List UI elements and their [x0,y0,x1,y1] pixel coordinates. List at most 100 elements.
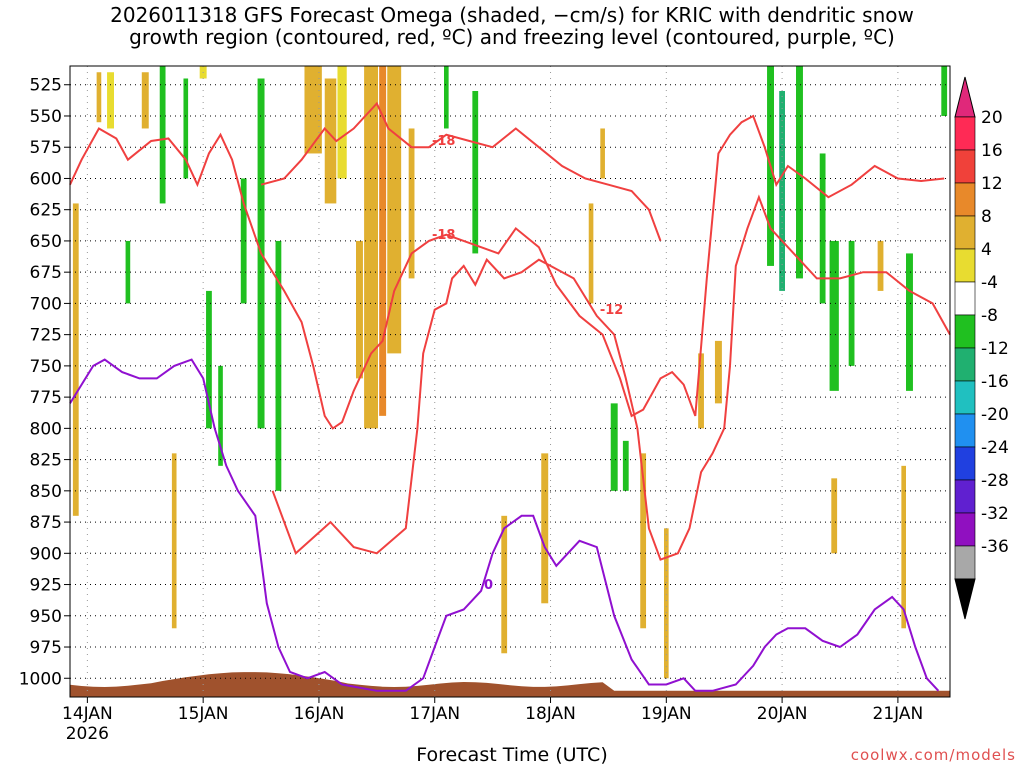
omega-shade-24 [588,203,594,304]
omega-shade-40 [941,66,948,116]
colorbar-label-8: 8 [981,207,992,227]
x-tick-sublabel-14JAN: 2026 [66,724,109,744]
omega-shade-25 [600,128,605,179]
omega-shade-31 [714,340,722,404]
omega-shade-33 [779,90,785,291]
y-tick-label-675: 675 [30,263,62,283]
colorbar-swatch-1 [954,149,976,184]
colorbar-swatch-12 [954,512,976,547]
contour-label-3: 0 [484,578,493,593]
omega-shade-30 [698,353,704,429]
omega-shade-1 [107,72,114,129]
terrain [70,672,950,697]
omega-shade-43 [541,453,549,604]
omega-shade-27 [622,440,629,491]
omega-shade-39 [906,253,913,391]
contour-0 [69,114,945,430]
omega-shade-35 [819,153,826,304]
colorbar-label--12: -12 [981,339,1009,359]
y-tick-label-550: 550 [30,107,62,127]
y-tick-label-975: 975 [30,638,62,658]
x-axis-label: Forecast Time (UTC) [416,744,608,766]
colorbar-swatch-4 [954,248,976,283]
y-tick-label-525: 525 [30,76,62,96]
contour-3 [69,358,940,692]
y-axis-ticks: 525 550 575 600 625 650 675 700 725 750 775 800 825 8… [19,76,70,689]
contour-2 [271,194,951,561]
x-tick-label-19JAN: 19JAN [641,704,692,724]
colorbar-swatch-5 [954,281,976,316]
omega-shade-42 [901,465,906,629]
omega-shade-21 [408,128,415,279]
y-tick-label-725: 725 [30,326,62,346]
x-tick-label-20JAN: 20JAN [757,704,808,724]
colorbar-label--16: -16 [981,372,1009,392]
contour-label-1: -18 [432,134,456,149]
colorbar: 20 16 12 8 4 -4 -8 -12 -16 -20 -24 -28 -32 -36 [954,76,1009,620]
colorbar-swatch-3 [954,215,976,250]
colorbar-swatch-0 [954,116,976,151]
plot-area: -18 -18 -12 0 [69,65,951,698]
colorbar-bottom-arrow [954,578,976,620]
colorbar-label--20: -20 [981,405,1009,425]
colorbar-top-arrow [954,76,976,118]
y-tick-label-775: 775 [30,388,62,408]
colorbar-label--24: -24 [981,438,1009,458]
y-tick-label-875: 875 [30,513,62,533]
y-tick-label-850: 850 [30,482,62,502]
y-tick-label-625: 625 [30,201,62,221]
x-tick-label-17JAN: 17JAN [409,704,460,724]
omega-shade-15 [324,78,337,204]
omega-shade-17 [356,240,363,379]
omega-shade-4 [125,240,131,304]
x-tick-label-16JAN: 16JAN [294,704,345,724]
colorbar-label--4: -4 [981,273,998,293]
omega-shade-3 [72,203,79,516]
omega-shade-19 [379,66,387,416]
omega-shade-23 [472,90,479,254]
colorbar-swatch-7 [954,347,976,382]
colorbar-swatch-11 [954,479,976,514]
colorbar-swatch-2 [954,182,976,217]
colorbar-label--28: -28 [981,471,1009,491]
colorbar-swatch-8 [954,380,976,415]
chart-title-line-2: growth region (contoured, red, ºC) and f… [129,25,895,49]
contour-label-2: -12 [600,303,624,318]
omega-shade-22 [444,66,449,129]
omega-shade-6 [183,78,189,179]
colorbar-swatch-9 [954,413,976,448]
omega-shade-18 [364,66,378,429]
y-tick-label-750: 750 [30,357,62,377]
colorbar-swatch-10 [954,446,976,481]
y-tick-label-700: 700 [30,294,62,314]
y-tick-label-950: 950 [30,607,62,627]
omega-shade-26 [610,403,618,491]
omega-shade-44 [501,515,508,654]
omega-shade-5 [159,66,166,204]
omega-shade-10 [240,178,247,304]
omega-shade-28 [640,453,647,629]
contour-label-0: -18 [432,228,456,243]
omega-shade-8 [206,290,212,429]
y-tick-label-650: 650 [30,232,62,252]
colorbar-label--32: -32 [981,504,1009,524]
colorbar-swatch-6 [954,314,976,349]
colorbar-label--8: -8 [981,306,998,326]
y-tick-label-825: 825 [30,451,62,471]
omega-shade-9 [218,365,223,466]
y-tick-label-600: 600 [30,169,62,189]
y-tick-label-925: 925 [30,576,62,596]
omega-shade-0 [96,72,102,123]
x-tick-label-18JAN: 18JAN [525,704,576,724]
colorbar-label--36: -36 [981,537,1009,557]
x-tick-label-14JAN: 14JAN [62,704,113,724]
credit-link[interactable]: coolwx.com/models [850,746,1016,764]
y-tick-label-575: 575 [30,138,62,158]
omega-shade-29 [664,528,669,679]
x-tick-label-21JAN: 21JAN [873,704,924,724]
y-tick-label-1000: 1000 [19,669,62,689]
colorbar-label-16: 16 [981,141,1003,161]
omega-shade-12 [275,240,282,491]
